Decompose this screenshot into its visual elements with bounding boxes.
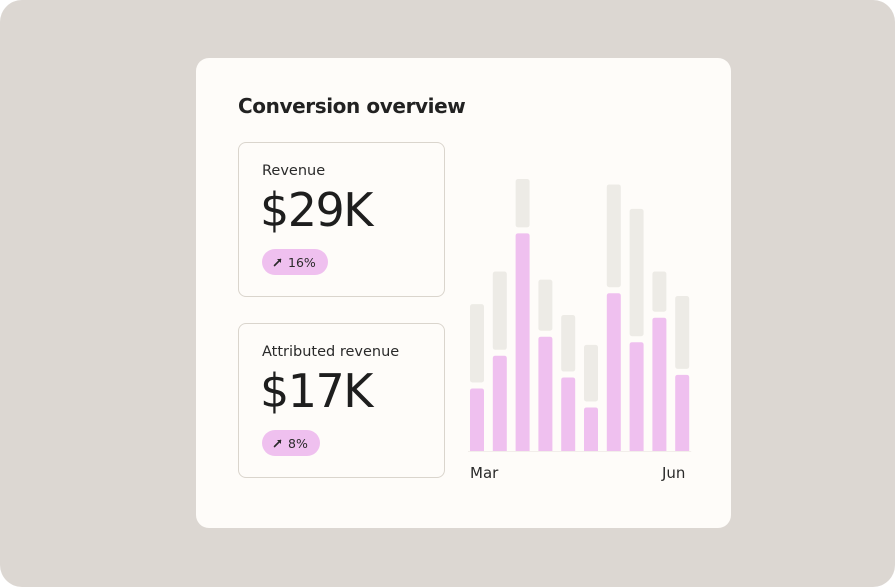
trend-up-arrow-icon [273, 257, 283, 267]
bar-total-segment [492, 271, 507, 350]
bar-group [606, 184, 621, 451]
bar-attributed-segment [561, 377, 576, 451]
change-value: 16% [288, 254, 316, 270]
change-badge: 8% [262, 430, 320, 456]
card-title: Conversion overview [238, 94, 466, 118]
bar-group [538, 279, 553, 451]
bar-group [492, 271, 507, 451]
bar-attributed-segment [584, 407, 598, 451]
bar-attributed-segment [629, 342, 644, 451]
bar-group [561, 315, 576, 451]
change-badge: 16% [262, 249, 328, 275]
bar-total-segment [652, 271, 667, 312]
bar-total-segment [675, 295, 690, 369]
bar-total-segment [629, 208, 644, 337]
bar-total-segment [606, 184, 621, 288]
bar-total-segment [470, 304, 484, 383]
metric-label: Attributed revenue [262, 344, 400, 360]
x-axis-start-label: Mar [470, 464, 499, 482]
bar-attributed-segment [470, 388, 484, 451]
bar-total-segment [584, 344, 598, 402]
change-value: 8% [288, 435, 308, 451]
metric-value: $29K [260, 183, 373, 237]
bar-attributed-segment [538, 336, 553, 451]
bar-total-segment [561, 315, 576, 372]
conversion-overview-card: Conversion overview Revenue $29K 16% Att… [196, 58, 731, 528]
metric-value: $17K [260, 364, 373, 418]
bar-attributed-segment [652, 317, 667, 451]
bar-group [584, 344, 598, 451]
metric-card-revenue: Revenue $29K 16% [238, 142, 445, 297]
bar-attributed-segment [606, 293, 621, 451]
metric-label: Revenue [262, 163, 326, 179]
conversion-bar-chart [468, 179, 692, 452]
bar-total-segment [515, 179, 530, 228]
bar-group [675, 295, 690, 451]
trend-up-arrow-icon [273, 438, 283, 448]
bar-attributed-segment [492, 355, 507, 451]
bar-total-segment [538, 279, 553, 331]
bar-group [515, 179, 530, 451]
metric-card-attributed-revenue: Attributed revenue $17K 8% [238, 323, 445, 478]
bar-attributed-segment [515, 233, 530, 451]
bar-group [629, 208, 644, 451]
bar-attributed-segment [675, 374, 690, 451]
bar-group [470, 304, 484, 451]
x-axis-end-label: Jun [662, 464, 686, 482]
bar-group [652, 271, 667, 451]
